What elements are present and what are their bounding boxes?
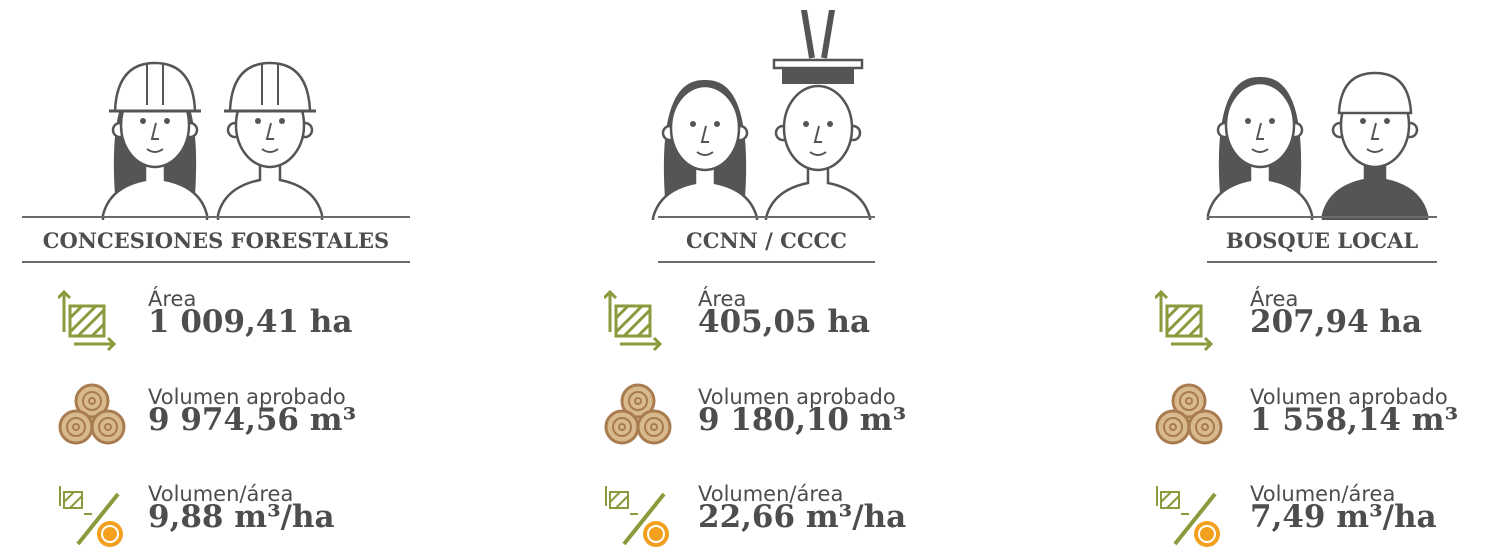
title-rule	[22, 261, 410, 263]
graphic-path	[1161, 492, 1179, 508]
title-rule	[1207, 261, 1437, 263]
people-illustration	[650, 10, 880, 220]
graphic-svg	[604, 383, 674, 451]
logs-icon	[1155, 383, 1225, 451]
graphic-circle	[643, 521, 669, 547]
graphic-circle	[1384, 118, 1390, 124]
ratio-icon	[604, 484, 674, 552]
title-rule	[22, 216, 410, 218]
graphic-g	[1155, 292, 1211, 350]
graphic-circle	[1189, 411, 1221, 443]
graphic-svg	[604, 484, 674, 552]
graphic-circle	[638, 411, 670, 443]
area-icon	[1155, 288, 1225, 356]
graphic-path	[115, 63, 195, 111]
graphic-path	[620, 338, 660, 350]
graphic-svg	[1155, 484, 1225, 552]
graphic-rect	[70, 306, 104, 336]
graphic-g	[60, 486, 92, 514]
graphic-path	[58, 292, 70, 332]
graphic-rect	[1167, 306, 1201, 336]
graphic-g	[604, 292, 660, 350]
graphic-svg	[1155, 288, 1225, 356]
column-title: CONCESIONES FORESTALES	[22, 228, 410, 253]
graphic-circle	[1360, 118, 1366, 124]
graphic-svg	[604, 288, 674, 356]
graphic-circle	[140, 118, 146, 124]
graphic-path	[766, 166, 870, 220]
stat-value: 207,94 ha	[1250, 305, 1422, 339]
graphic-path	[1171, 338, 1211, 350]
graphic-path	[64, 492, 82, 508]
graphic-path	[604, 292, 616, 332]
title-rule	[658, 216, 875, 218]
graphic-circle	[164, 118, 170, 124]
area-icon	[604, 288, 674, 356]
graphic-circle	[827, 121, 833, 127]
graphic-rect	[616, 306, 650, 336]
people-illustration	[95, 40, 335, 220]
stat-value: 9 974,56 m³	[148, 403, 356, 437]
stat-value: 9,88 m³/ha	[148, 500, 335, 534]
ratio-icon	[58, 484, 128, 552]
graphic-circle	[1194, 521, 1220, 547]
logs-icon	[604, 383, 674, 451]
graphic-svg	[58, 383, 128, 451]
graphic-path	[218, 163, 322, 220]
graphic-rect	[774, 60, 862, 68]
graphic-path	[610, 492, 628, 508]
graphic-path	[1167, 306, 1201, 336]
graphic-circle	[606, 411, 638, 443]
graphic-svg	[58, 484, 128, 552]
people-illustration	[1195, 40, 1435, 220]
graphic-svg	[95, 40, 335, 220]
graphic-path	[230, 63, 310, 111]
graphic-g	[58, 292, 114, 350]
graphic-circle	[60, 411, 92, 443]
title-rule	[1207, 216, 1437, 218]
logs-icon	[58, 383, 128, 451]
stat-value: 1 009,41 ha	[148, 305, 352, 339]
graphic-circle	[1245, 118, 1251, 124]
graphic-circle	[1157, 411, 1189, 443]
graphic-circle	[92, 411, 124, 443]
graphic-circle	[1269, 118, 1275, 124]
graphic-path	[1155, 292, 1167, 332]
graphic-svg	[650, 10, 880, 220]
column-title: BOSQUE LOCAL	[1207, 228, 1437, 253]
graphic-path	[616, 306, 650, 336]
stat-value: 22,66 m³/ha	[698, 500, 906, 534]
area-icon	[58, 288, 128, 356]
stat-value: 1 558,14 m³	[1250, 403, 1458, 437]
graphic-rect	[782, 68, 854, 84]
graphic-circle	[279, 118, 285, 124]
graphic-g	[606, 486, 638, 514]
graphic-path	[802, 10, 834, 58]
ratio-icon	[1155, 484, 1225, 552]
graphic-circle	[714, 121, 720, 127]
graphic-path	[1323, 163, 1427, 220]
graphic-circle	[690, 121, 696, 127]
graphic-circle	[97, 521, 123, 547]
stat-value: 9 180,10 m³	[698, 403, 906, 437]
graphic-svg	[1155, 383, 1225, 451]
stat-value: 7,49 m³/ha	[1250, 500, 1437, 534]
graphic-g	[1157, 486, 1189, 514]
graphic-path	[1339, 73, 1411, 113]
graphic-path	[74, 338, 114, 350]
graphic-circle	[255, 118, 261, 124]
graphic-svg	[1195, 40, 1435, 220]
graphic-svg	[58, 288, 128, 356]
graphic-circle	[803, 121, 809, 127]
infographic: CONCESIONES FORESTALES Área1 009,41 ha V…	[0, 0, 1488, 554]
title-rule	[658, 261, 875, 263]
stat-value: 405,05 ha	[698, 305, 870, 339]
column-title: CCNN / CCCC	[658, 228, 875, 253]
graphic-path	[70, 306, 104, 336]
